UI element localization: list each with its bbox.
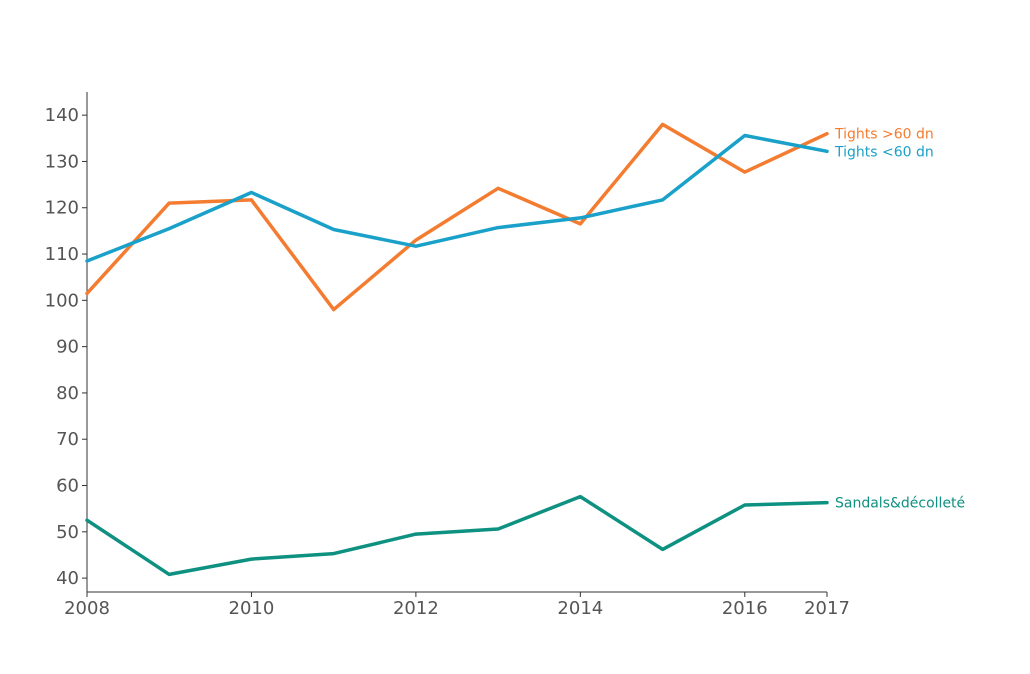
y-tick-label: 130	[45, 151, 79, 172]
y-tick-label: 120	[45, 198, 79, 219]
y-tick-label: 140	[45, 105, 79, 126]
x-tick-label: 2012	[393, 598, 439, 619]
y-axis: 40 50 60 70 80 90 100 110 120 130 140	[45, 92, 88, 592]
series-label-0: Tights >60 dn	[834, 127, 934, 143]
x-tick-label: 2017	[804, 598, 850, 619]
x-tick-label: 2010	[229, 598, 275, 619]
y-tick-label: 90	[56, 337, 79, 358]
y-tick-label: 60	[56, 476, 79, 497]
y-tick-label: 80	[56, 383, 79, 404]
series-label-2: Sandals&décolleté	[835, 496, 965, 512]
series-label-1: Tights <60 dn	[834, 145, 934, 161]
y-tick-label: 70	[56, 429, 79, 450]
x-tick-label: 2008	[64, 598, 110, 619]
y-tick-label: 50	[56, 522, 79, 543]
series-line-1	[85, 133, 829, 263]
series-labels: Tights >60 dn Tights <60 dn Sandals&décoll…	[834, 127, 965, 512]
y-tick-label: 40	[56, 568, 79, 589]
x-tick-label: 2014	[557, 598, 603, 619]
x-tick-label: 2016	[722, 598, 768, 619]
series-line-2	[85, 494, 829, 577]
y-tick-label: 110	[45, 244, 79, 265]
x-axis: 2008 2010 2012 2014 2016 2017	[64, 591, 850, 619]
series-line-0	[85, 122, 829, 312]
series-lines	[85, 122, 829, 577]
y-tick-label: 100	[45, 290, 79, 311]
